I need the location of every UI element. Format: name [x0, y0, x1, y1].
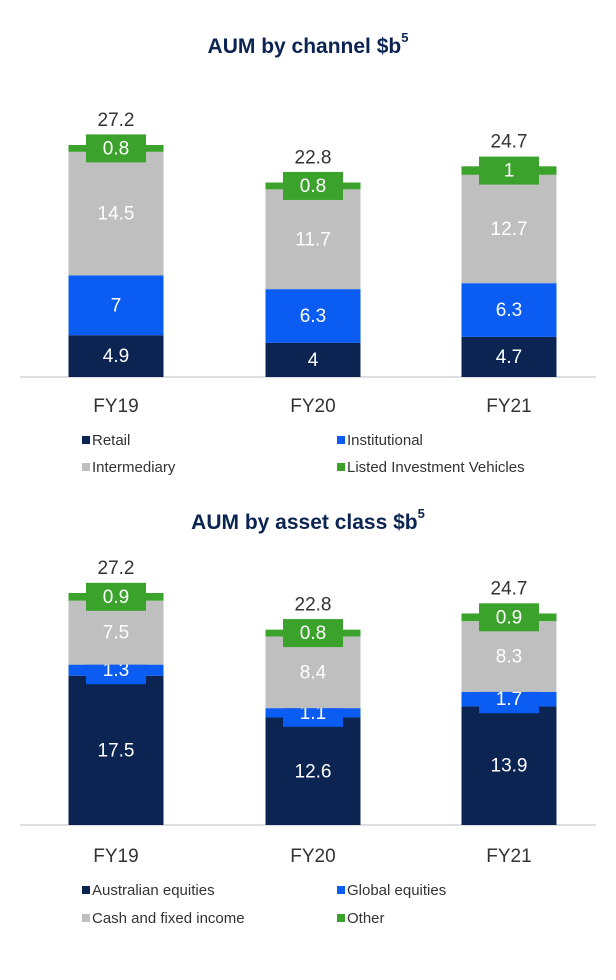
value-label: 8.3 — [496, 647, 522, 668]
value-label: 4.7 — [496, 347, 522, 368]
bar-segment — [265, 342, 361, 377]
x-tick-label: FY19 — [93, 396, 138, 417]
value-label: 6.3 — [300, 306, 326, 327]
label-box — [479, 156, 539, 185]
title-text: AUM by channel $b — [208, 35, 402, 58]
label-box — [86, 134, 146, 163]
label-box — [86, 582, 146, 611]
x-tick-label: FY21 — [486, 846, 531, 867]
bar-segment — [68, 275, 164, 336]
value-label: 14.5 — [98, 204, 135, 225]
legend-swatch — [82, 914, 90, 922]
value-label: 1.3 — [103, 660, 129, 681]
bar-segment — [461, 706, 557, 825]
value-label: 11.7 — [295, 229, 331, 250]
label-box — [283, 619, 343, 648]
legend-swatch — [82, 886, 90, 894]
total-label: 27.2 — [98, 110, 135, 131]
x-tick-label: FY21 — [486, 396, 531, 417]
x-tick-label: FY19 — [93, 846, 138, 867]
label-box — [283, 171, 343, 200]
x-tick-label: FY20 — [290, 396, 335, 417]
value-label: 0.8 — [103, 138, 129, 159]
legend-swatch — [82, 436, 90, 444]
total-label: 24.7 — [491, 131, 528, 152]
x-tick-label: FY20 — [290, 846, 335, 867]
legend-label: Institutional — [347, 432, 423, 449]
value-label: 12.7 — [491, 219, 528, 240]
bar-segment — [265, 717, 361, 825]
value-label: 4 — [308, 350, 319, 371]
chart-title: AUM by asset class $b5 — [191, 506, 425, 533]
legend-label: Other — [347, 910, 385, 927]
title-note: 5 — [401, 30, 408, 45]
bar-segment — [68, 675, 164, 825]
value-label: 0.8 — [300, 623, 326, 644]
bar-segment — [461, 621, 557, 692]
value-label: 6.3 — [496, 300, 522, 321]
value-label: 12.6 — [295, 761, 332, 782]
bar-segment — [265, 636, 361, 709]
value-label: 0.9 — [496, 607, 522, 628]
legend-swatch — [337, 886, 345, 894]
bar-segment — [265, 289, 361, 343]
value-label: 1.7 — [496, 689, 522, 710]
legend-swatch — [82, 463, 90, 471]
legend-swatch — [337, 436, 345, 444]
legend-swatch — [337, 463, 345, 471]
title-text: AUM by asset class $b — [191, 511, 417, 534]
legend-swatch — [337, 914, 345, 922]
chart-title: AUM by channel $b5 — [208, 30, 409, 57]
bar-segment — [461, 174, 557, 284]
bar-segment — [265, 189, 361, 290]
legend-label: Intermediary — [92, 459, 176, 476]
legend-label: Global equities — [347, 882, 446, 899]
value-label: 17.5 — [98, 740, 135, 761]
value-label: 7 — [111, 295, 122, 316]
bar-segment — [68, 151, 164, 276]
value-label: 0.9 — [103, 587, 129, 608]
total-label: 24.7 — [491, 578, 528, 599]
bar-segment — [461, 336, 557, 377]
legend-label: Cash and fixed income — [92, 910, 245, 927]
value-label: 0.8 — [300, 176, 326, 197]
total-label: 27.2 — [98, 558, 135, 579]
legend-label: Australian equities — [92, 882, 215, 899]
value-label: 7.5 — [103, 623, 129, 644]
value-label: 8.4 — [300, 662, 327, 683]
legend-label: Listed Investment Vehicles — [347, 459, 525, 476]
value-label: 1 — [504, 161, 515, 182]
value-label: 4.9 — [103, 346, 129, 367]
total-label: 22.8 — [295, 595, 332, 616]
bar-segment — [68, 335, 164, 377]
bar-segment — [68, 600, 164, 665]
total-label: 22.8 — [295, 148, 332, 169]
label-box — [479, 603, 539, 632]
legend-label: Retail — [92, 432, 130, 449]
bar-segment — [461, 283, 557, 337]
title-note: 5 — [418, 506, 425, 521]
value-label: 13.9 — [491, 756, 528, 777]
